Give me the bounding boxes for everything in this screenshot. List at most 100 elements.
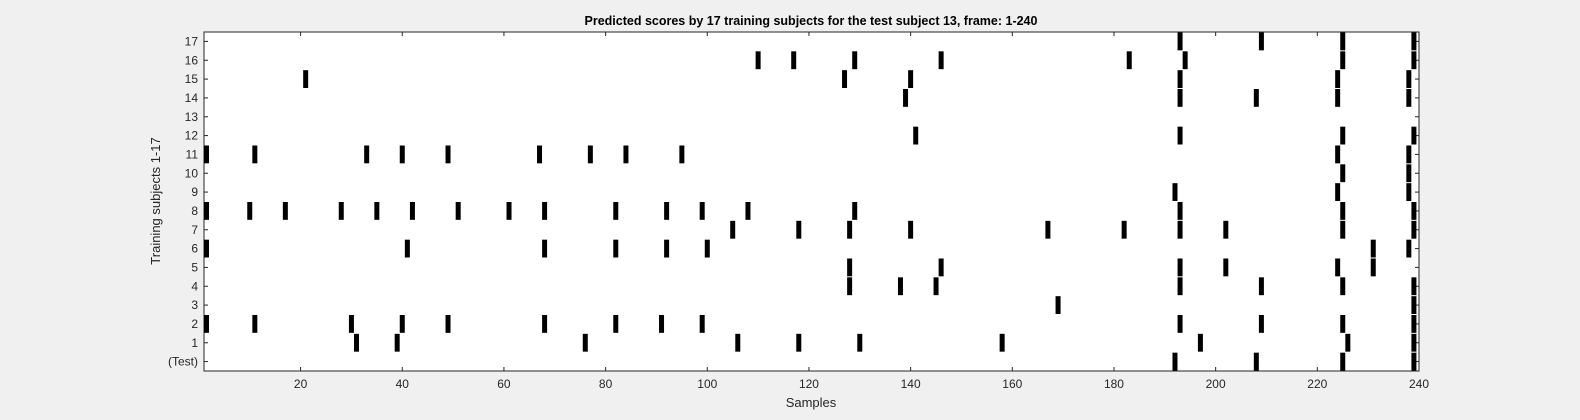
event-mark (1177, 202, 1183, 220)
event-mark (252, 315, 258, 333)
x-tick-label: 80 (599, 377, 613, 391)
tick-layer: 20 40 60 80 100 120 140 160 180 200 220 240(Test)12… (168, 32, 1429, 391)
event-mark (730, 220, 736, 239)
event-mark (897, 277, 903, 296)
event-mark (659, 315, 665, 333)
event-mark (664, 239, 670, 258)
event-mark (1411, 352, 1417, 371)
plot-area (203, 31, 1420, 372)
event-mark (1411, 220, 1417, 239)
event-mark (1335, 145, 1341, 164)
event-mark (1177, 277, 1183, 296)
event-mark (1177, 32, 1183, 51)
event-mark (847, 258, 853, 277)
event-mark (679, 145, 685, 164)
event-mark (1370, 239, 1376, 258)
y-tick-label: 11 (186, 147, 199, 161)
event-mark (1406, 239, 1412, 258)
event-mark (847, 277, 853, 296)
event-mark (1172, 352, 1178, 371)
x-tick-label: 140 (901, 377, 921, 391)
y-tick-label: 13 (185, 110, 199, 124)
event-mark (1406, 89, 1412, 107)
event-mark (857, 333, 863, 352)
event-mark (1182, 51, 1188, 70)
event-mark (796, 220, 802, 239)
event-mark (1411, 202, 1417, 220)
event-mark (791, 51, 797, 70)
x-axis-label: Samples (786, 395, 837, 410)
event-mark (1340, 51, 1346, 70)
mark-layer (204, 32, 1417, 371)
event-mark (908, 220, 914, 239)
event-mark (1411, 51, 1417, 70)
event-mark (913, 126, 919, 145)
event-mark (455, 202, 461, 220)
event-mark (1177, 258, 1183, 277)
event-mark (282, 202, 288, 220)
event-mark (938, 51, 944, 70)
event-mark (404, 239, 410, 258)
x-tick-label: 60 (497, 377, 511, 391)
event-mark (1197, 333, 1203, 352)
event-mark (1223, 258, 1229, 277)
event-mark (338, 202, 344, 220)
y-tick-label: 10 (185, 166, 199, 180)
event-mark (303, 70, 309, 88)
y-tick-label: 14 (185, 91, 199, 105)
event-mark (537, 145, 543, 164)
event-mark (1177, 220, 1183, 239)
event-mark (1345, 333, 1351, 352)
event-mark (1411, 333, 1417, 352)
event-mark (664, 202, 670, 220)
event-mark (1370, 258, 1376, 277)
event-mark (1340, 164, 1346, 183)
x-tick-label: 40 (396, 377, 410, 391)
event-mark (374, 202, 380, 220)
event-mark (613, 239, 619, 258)
x-tick-label: 200 (1206, 377, 1226, 391)
event-mark (1406, 145, 1412, 164)
event-mark (204, 202, 209, 220)
event-mark (1411, 277, 1417, 296)
y-tick-label: 2 (191, 317, 198, 331)
event-mark (852, 202, 858, 220)
y-tick-label: 4 (191, 279, 198, 293)
event-mark (582, 333, 588, 352)
event-mark (903, 89, 909, 107)
event-mark (735, 333, 741, 352)
event-mark (348, 315, 354, 333)
event-mark (842, 70, 848, 88)
event-mark (1172, 183, 1178, 201)
event-mark (542, 239, 548, 258)
event-mark (506, 202, 512, 220)
event-mark (1045, 220, 1051, 239)
y-tick-label: 8 (191, 204, 198, 218)
event-mark (938, 258, 944, 277)
event-mark (1253, 89, 1259, 107)
event-mark (1406, 183, 1412, 201)
event-mark (1253, 352, 1259, 371)
y-tick-label: (Test) (168, 355, 198, 369)
event-mark (252, 145, 258, 164)
event-mark (1055, 296, 1061, 314)
event-mark (1340, 202, 1346, 220)
event-mark (1258, 277, 1264, 296)
y-tick-label: 12 (185, 129, 199, 143)
event-mark (1411, 315, 1417, 333)
event-mark (699, 315, 705, 333)
y-tick-label: 1 (191, 336, 198, 350)
y-tick-label: 17 (185, 34, 199, 48)
event-mark (1406, 164, 1412, 183)
event-mark (796, 333, 802, 352)
event-mark (354, 333, 360, 352)
event-mark (587, 145, 593, 164)
event-mark (704, 239, 710, 258)
event-mark (1177, 70, 1183, 88)
event-mark (847, 220, 853, 239)
event-mark (1411, 32, 1417, 51)
event-mark (399, 315, 405, 333)
event-mark (1177, 315, 1183, 333)
event-mark (1411, 126, 1417, 145)
